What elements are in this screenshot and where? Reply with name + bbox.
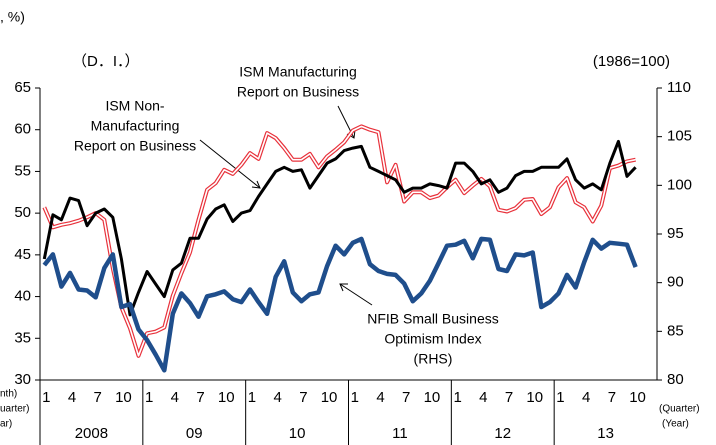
x-axis-label: uarter) bbox=[0, 404, 29, 415]
year-label: 11 bbox=[392, 425, 408, 442]
x-tick-label: 1 bbox=[351, 389, 359, 406]
x-tick-label: 4 bbox=[582, 389, 590, 406]
right-unit: (1986=100) bbox=[593, 53, 670, 70]
x-tick-label: 7 bbox=[505, 389, 513, 406]
annotation: Report on Business bbox=[74, 138, 196, 154]
y-tick-label: 50 bbox=[14, 204, 31, 221]
x-tick-label: 4 bbox=[171, 389, 179, 406]
x-tick-label: 1 bbox=[145, 389, 153, 406]
annotation: Report on Business bbox=[237, 84, 359, 100]
x-tick-label: 10 bbox=[526, 389, 543, 406]
x-tick-label: 4 bbox=[376, 389, 384, 406]
annotation: Manufacturing bbox=[91, 118, 180, 134]
year-label: 10 bbox=[289, 425, 306, 442]
x-tick-label: 1 bbox=[42, 389, 50, 406]
y-tick-label: 30 bbox=[14, 371, 31, 388]
annotation: NFIB Small Business bbox=[367, 311, 498, 327]
y-tick-label: 65 bbox=[14, 79, 31, 96]
y2-tick-label: 95 bbox=[667, 225, 684, 242]
x-tick-label: 4 bbox=[479, 389, 487, 406]
year-label: 13 bbox=[597, 425, 614, 442]
x-tick-label: 7 bbox=[94, 389, 102, 406]
y-tick-label: 40 bbox=[14, 288, 31, 305]
annotation: ISM Manufacturing bbox=[239, 64, 357, 80]
x-tick-label: 1 bbox=[556, 389, 564, 406]
annotation: (RHS) bbox=[414, 351, 453, 367]
unit-note: , %) bbox=[0, 9, 25, 25]
x-tick-label: 4 bbox=[68, 389, 76, 406]
y2-tick-label: 100 bbox=[667, 176, 692, 193]
year-label: 09 bbox=[186, 425, 203, 442]
annotation: ISM Non- bbox=[105, 98, 164, 114]
x-tick-label: 1 bbox=[248, 389, 256, 406]
x-axis-label: ar) bbox=[0, 419, 12, 430]
x-axis-label: (Year) bbox=[662, 419, 689, 430]
series-line bbox=[42, 139, 637, 317]
x-tick-label: 7 bbox=[299, 389, 307, 406]
x-tick-label: 10 bbox=[321, 389, 338, 406]
y-tick-label: 60 bbox=[14, 121, 31, 138]
x-tick-label: 10 bbox=[424, 389, 441, 406]
y2-tick-label: 105 bbox=[667, 128, 692, 145]
year-label: 2008 bbox=[75, 425, 108, 442]
x-tick-label: 7 bbox=[196, 389, 204, 406]
x-tick-label: 10 bbox=[629, 389, 646, 406]
y-tick-label: 45 bbox=[14, 246, 31, 263]
x-tick-label: 1 bbox=[453, 389, 461, 406]
x-tick-label: 10 bbox=[218, 389, 235, 406]
x-tick-label: 7 bbox=[608, 389, 616, 406]
y-tick-label: 55 bbox=[14, 162, 31, 179]
y2-tick-label: 85 bbox=[667, 322, 684, 339]
x-axis-label: (Quarter) bbox=[659, 404, 700, 415]
x-tick-label: 4 bbox=[273, 389, 281, 406]
left-unit: （D．I．） bbox=[72, 53, 140, 70]
x-axis-label: nth) bbox=[0, 389, 17, 400]
series-line-inner bbox=[43, 125, 636, 357]
y-tick-label: 35 bbox=[14, 329, 31, 346]
y2-tick-label: 80 bbox=[667, 371, 684, 388]
series-line bbox=[42, 236, 638, 373]
y2-tick-label: 90 bbox=[667, 274, 684, 291]
x-tick-label: 10 bbox=[115, 389, 132, 406]
x-tick-label: 7 bbox=[402, 389, 410, 406]
y2-tick-label: 110 bbox=[667, 79, 691, 96]
year-label: 12 bbox=[494, 425, 511, 442]
series-line bbox=[42, 124, 636, 358]
annotation: Optimism Index bbox=[384, 331, 481, 347]
